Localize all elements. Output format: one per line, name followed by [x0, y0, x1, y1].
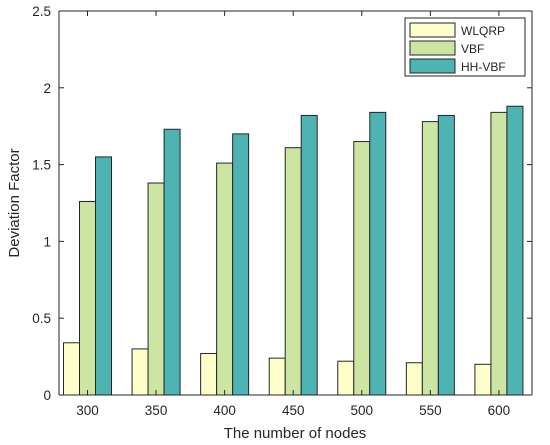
- bar-hh-vbf-400: [232, 133, 250, 396]
- bar-hh-vbf-600: [506, 105, 524, 396]
- legend-label-vbf: VBF: [461, 42, 484, 56]
- bar-wlqrp-500: [337, 360, 355, 396]
- bar-hh-vbf-550: [437, 114, 455, 396]
- bar-vbf-450: [284, 147, 302, 396]
- y-tick-label: 0: [43, 388, 51, 403]
- y-tick-label: 2: [43, 81, 51, 96]
- bar-vbf-550: [421, 121, 439, 396]
- legend-label-hh-vbf: HH-VBF: [461, 60, 506, 74]
- bar-vbf-350: [147, 182, 165, 396]
- bar-wlqrp-550: [405, 362, 423, 396]
- y-tick-label: 1: [43, 234, 51, 249]
- legend: WLQRP VBF HH-VBF: [404, 17, 526, 77]
- bar-hh-vbf-450: [300, 114, 318, 396]
- bar-hh-vbf-300: [95, 156, 112, 396]
- x-tick-group: 300 350 400 450 500 550 600: [76, 11, 510, 418]
- bar-wlqrp-300: [63, 342, 80, 396]
- bar-wlqrp-450: [268, 357, 286, 396]
- x-axis-label: The number of nodes: [224, 425, 367, 442]
- bar-vbf-300: [79, 200, 96, 396]
- y-tick-group: 0 0.5 1 1.5 2 2.5: [32, 4, 532, 403]
- x-tick-label: 600: [488, 403, 511, 418]
- bar-vbf-400: [216, 162, 234, 396]
- legend-label-wlqrp: WLQRP: [461, 24, 505, 38]
- x-tick-label: 300: [76, 403, 99, 418]
- bar-hh-vbf-350: [163, 128, 181, 396]
- y-tick-label: 0.5: [32, 311, 51, 326]
- x-tick-label: 500: [351, 403, 374, 418]
- bar-wlqrp-600: [474, 363, 492, 396]
- legend-swatch-wlqrp: [409, 22, 456, 38]
- x-tick-label: 400: [213, 403, 236, 418]
- legend-swatch-vbf: [409, 40, 456, 56]
- bar-wlqrp-350: [131, 348, 149, 396]
- legend-swatch-hh-vbf: [409, 58, 456, 74]
- x-tick-label: 550: [419, 403, 442, 418]
- y-axis-label: Deviation Factor: [6, 148, 23, 257]
- bar-vbf-600: [490, 111, 508, 396]
- bar-wlqrp-400: [200, 353, 218, 396]
- x-tick-label: 450: [282, 403, 305, 418]
- bar-hh-vbf-500: [369, 111, 387, 396]
- x-tick-label: 350: [145, 403, 168, 418]
- y-tick-label: 1.5: [32, 158, 51, 173]
- bar-vbf-500: [353, 141, 371, 396]
- y-tick-label: 2.5: [32, 4, 51, 19]
